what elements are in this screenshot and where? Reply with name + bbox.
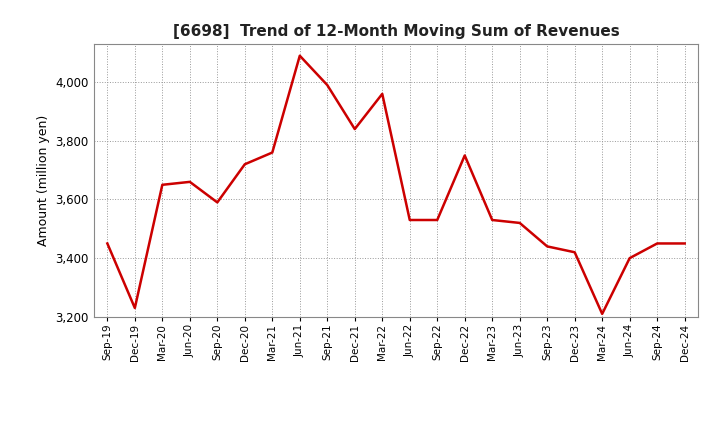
Title: [6698]  Trend of 12-Month Moving Sum of Revenues: [6698] Trend of 12-Month Moving Sum of R… (173, 24, 619, 39)
Y-axis label: Amount (million yen): Amount (million yen) (37, 115, 50, 246)
